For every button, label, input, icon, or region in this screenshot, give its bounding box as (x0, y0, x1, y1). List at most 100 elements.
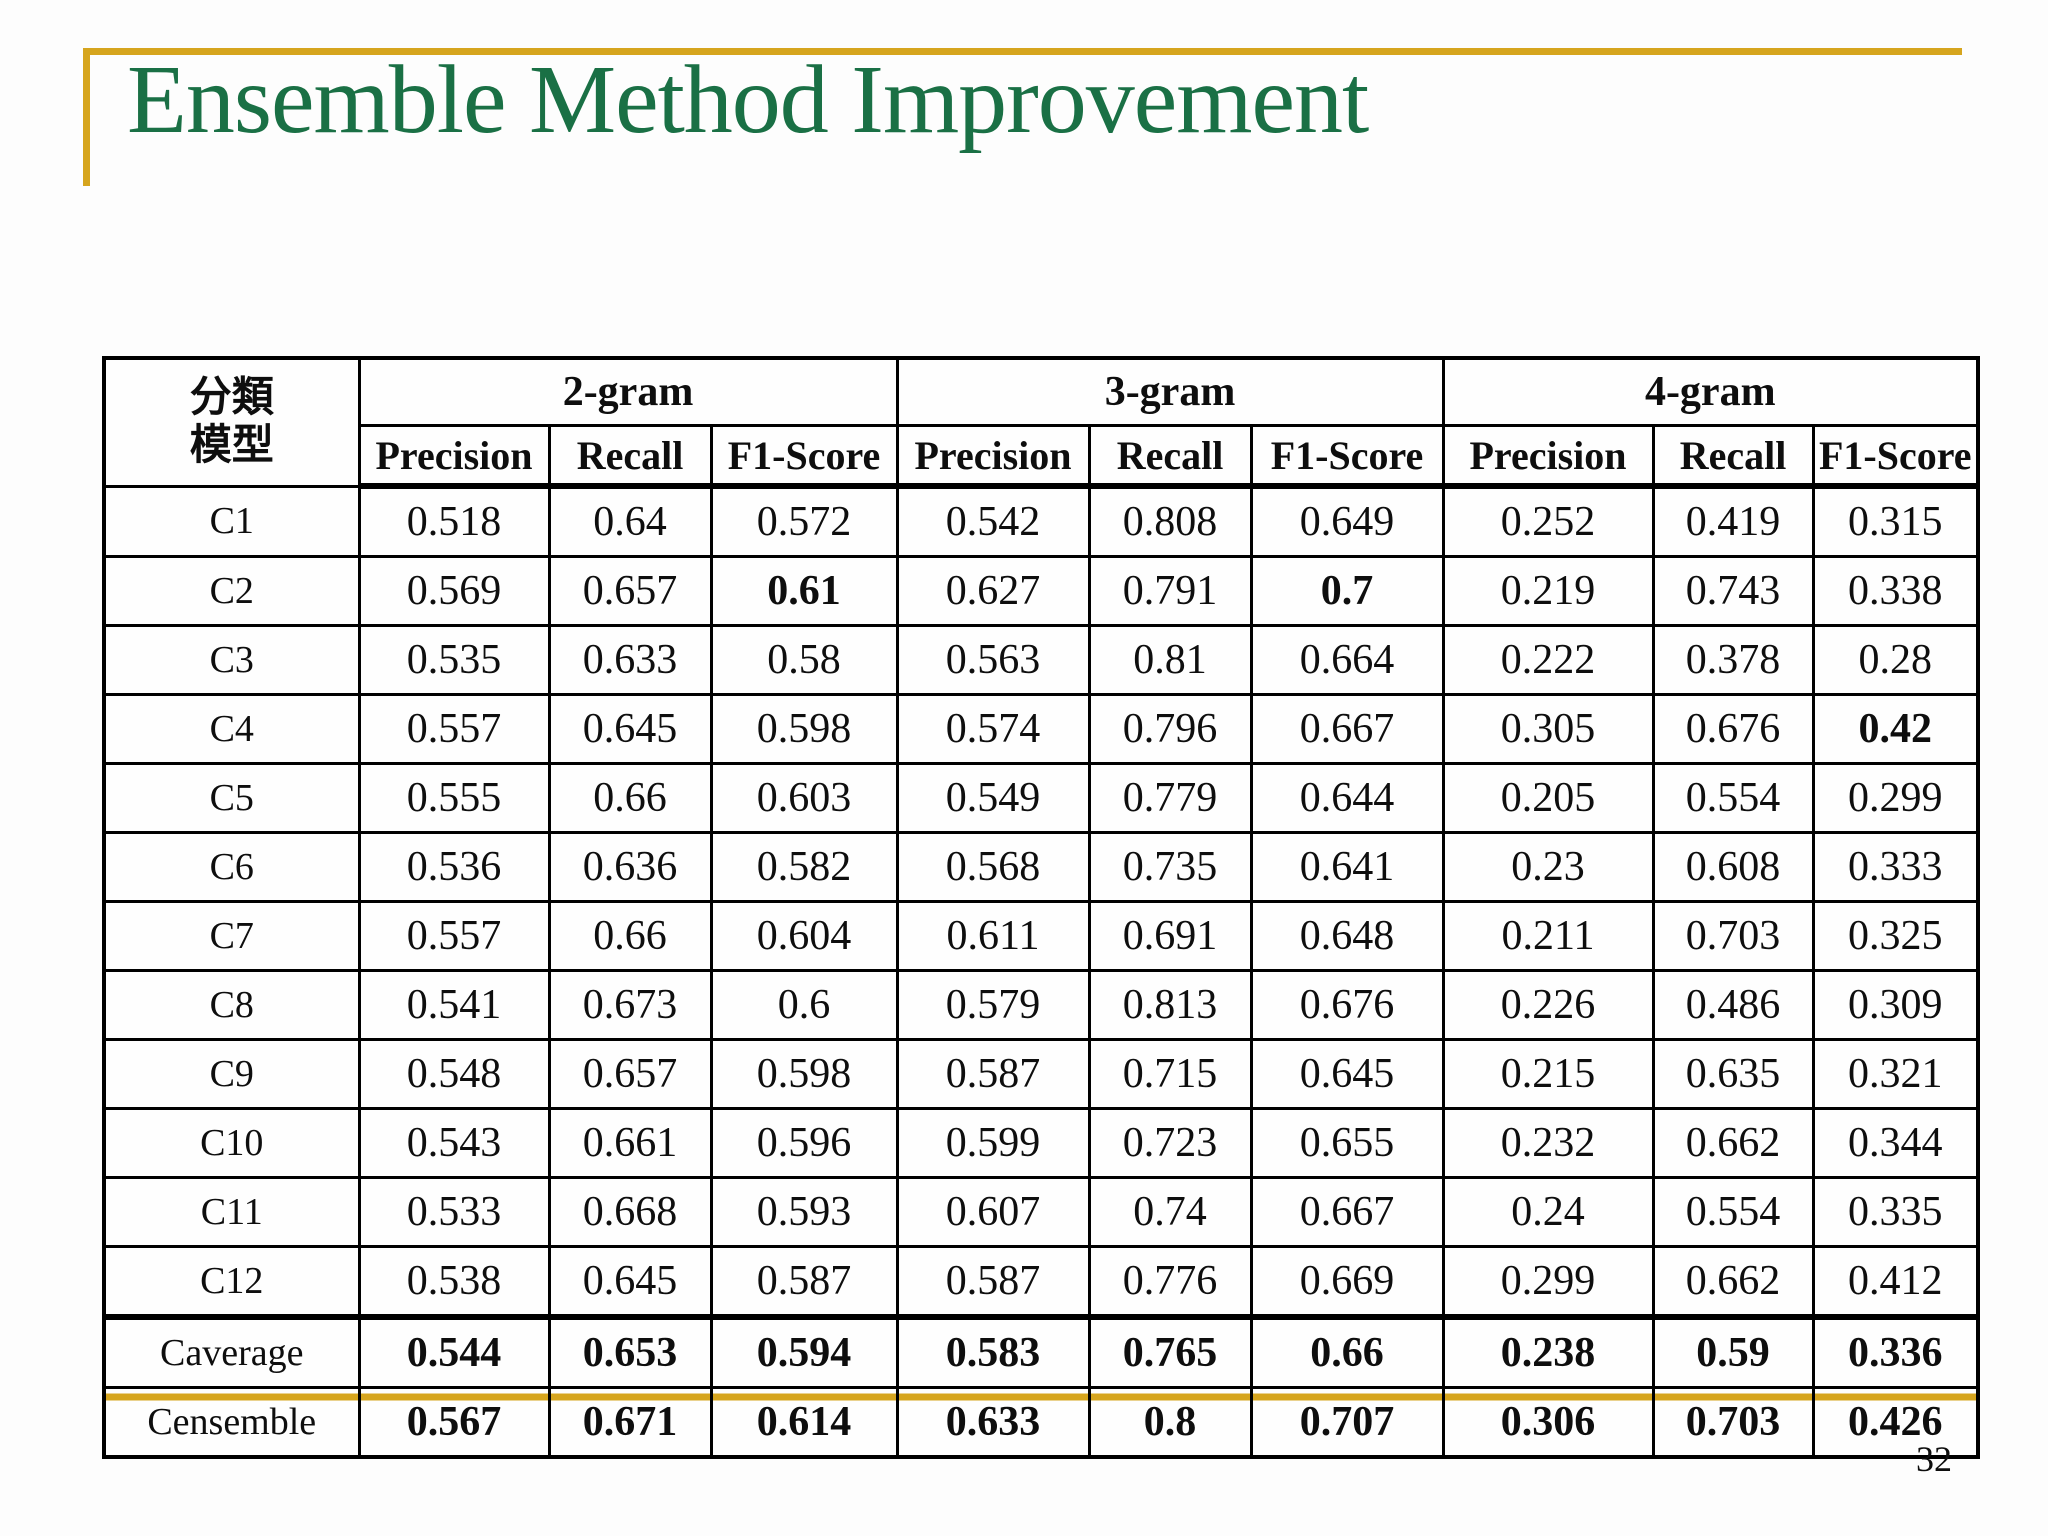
metric-cell: 0.791 (1087, 555, 1253, 627)
metric-cell: 0.378 (1651, 624, 1815, 696)
metric-cell: 0.636 (547, 831, 713, 903)
metric-cell: 0.657 (547, 1038, 713, 1110)
metric-header-row: Precision Recall F1-Score Precision Reca… (104, 424, 1980, 489)
table-row-C6: C6 0.536 0.636 0.582 0.568 0.735 0.641 0.23 0.60… (102, 831, 1980, 903)
metric-cell: 0.419 (1651, 484, 1815, 558)
metric-cell: 0.598 (709, 693, 899, 765)
row-label: C3 (102, 624, 361, 696)
metric-cell: 0.735 (1087, 831, 1253, 903)
metric-cell: 0.74 (1087, 1176, 1253, 1248)
metric-cell: 0.226 (1441, 969, 1655, 1041)
table-row-C10: C10 0.543 0.661 0.596 0.599 0.723 0.655 0.232 0.… (102, 1107, 1980, 1179)
metric-cell: 0.28 (1811, 624, 1980, 696)
metric-cell: 0.644 (1249, 762, 1445, 834)
metric-cell: 0.548 (357, 1038, 551, 1110)
metric-cell: 0.813 (1087, 969, 1253, 1041)
metric-cell: 0.723 (1087, 1107, 1253, 1179)
metric-cell: 0.252 (1441, 484, 1655, 558)
metric-cell: 0.344 (1811, 1107, 1980, 1179)
metric-cell: 0.543 (357, 1107, 551, 1179)
metric-cell: 0.299 (1441, 1245, 1655, 1319)
corner-header-line1: 分類 (189, 374, 274, 421)
metric-cell: 0.66 (547, 900, 713, 972)
metric-cell: 0.549 (895, 762, 1091, 834)
table-row-C5: C5 0.555 0.66 0.603 0.549 0.779 0.644 0.205 0.55… (102, 762, 1980, 834)
metric-cell: 0.645 (547, 693, 713, 765)
row-label: C6 (102, 831, 361, 903)
table-row-Caverage: Caverage 0.544 0.653 0.594 0.583 0.765 0.66 0.2… (102, 1314, 1980, 1389)
metric-cell: 0.412 (1811, 1245, 1980, 1319)
metric-cell: 0.593 (709, 1176, 899, 1248)
metric-cell: 0.671 (547, 1386, 713, 1459)
metric-cell: 0.535 (357, 624, 551, 696)
metric-cell: 0.587 (895, 1038, 1091, 1110)
page-title: Ensemble Method Improvement (127, 46, 1369, 154)
row-label: C11 (102, 1176, 361, 1248)
metric-cell: 0.662 (1651, 1107, 1815, 1179)
row-label: C10 (102, 1107, 361, 1179)
metric-cell: 0.691 (1087, 900, 1253, 972)
metric-cell: 0.667 (1249, 693, 1445, 765)
table-row-C7: C7 0.557 0.66 0.604 0.611 0.691 0.648 0.211 0.70… (102, 900, 1980, 972)
metric-cell: 0.611 (895, 900, 1091, 972)
metric-cell: 0.325 (1811, 900, 1980, 972)
metric-cell: 0.614 (709, 1386, 899, 1459)
metric-cell: 0.703 (1651, 1386, 1815, 1459)
metric-cell: 0.582 (709, 831, 899, 903)
metric-cell: 0.66 (547, 762, 713, 834)
metric-cell: 0.59 (1651, 1314, 1815, 1389)
metric-cell: 0.315 (1811, 484, 1980, 558)
metric-cell: 0.554 (1651, 762, 1815, 834)
metric-cell: 0.633 (895, 1386, 1091, 1459)
table-row-C4: C4 0.557 0.645 0.598 0.574 0.796 0.667 0.305 0.6… (102, 693, 1980, 765)
metric-header-precision: Precision (357, 424, 551, 489)
metric-cell: 0.211 (1441, 900, 1655, 972)
metric-cell: 0.635 (1651, 1038, 1815, 1110)
metric-cell: 0.603 (709, 762, 899, 834)
metric-cell: 0.555 (357, 762, 551, 834)
corner-header: 分類 模型 (102, 356, 361, 488)
metric-cell: 0.205 (1441, 762, 1655, 834)
metric-cell: 0.219 (1441, 555, 1655, 627)
group-header-3gram: 3-gram (895, 356, 1445, 427)
metric-cell: 0.557 (357, 693, 551, 765)
metric-cell: 0.657 (547, 555, 713, 627)
metric-cell: 0.541 (357, 969, 551, 1041)
row-label: C9 (102, 1038, 361, 1110)
metric-cell: 0.743 (1651, 555, 1815, 627)
metric-cell: 0.645 (1249, 1038, 1445, 1110)
row-label: C1 (102, 484, 361, 558)
metric-cell: 0.598 (709, 1038, 899, 1110)
row-label: C7 (102, 900, 361, 972)
metric-cell: 0.641 (1249, 831, 1445, 903)
metric-cell: 0.664 (1249, 624, 1445, 696)
metric-cell: 0.64 (547, 484, 713, 558)
metric-cell: 0.587 (709, 1245, 899, 1319)
metric-cell: 0.607 (895, 1176, 1091, 1248)
metric-cell: 0.305 (1441, 693, 1655, 765)
metric-cell: 0.776 (1087, 1245, 1253, 1319)
group-header-4gram: 4-gram (1441, 356, 1980, 427)
metric-cell: 0.306 (1441, 1386, 1655, 1459)
results-table: 分類 模型 2-gram 3-gram 4-gram Precision Rec… (102, 356, 1980, 1459)
metric-cell: 0.779 (1087, 762, 1253, 834)
metric-cell: 0.338 (1811, 555, 1980, 627)
metric-cell: 0.703 (1651, 900, 1815, 972)
metric-cell: 0.563 (895, 624, 1091, 696)
metric-cell: 0.667 (1249, 1176, 1445, 1248)
metric-cell: 0.662 (1651, 1245, 1815, 1319)
top-accent-line (83, 48, 1962, 55)
metric-cell: 0.333 (1811, 831, 1980, 903)
metric-cell: 0.7 (1249, 555, 1445, 627)
metric-cell: 0.335 (1811, 1176, 1980, 1248)
corner-header-line2: 模型 (189, 423, 274, 470)
metric-header-f1score: F1-Score (1249, 424, 1445, 489)
metric-cell: 0.765 (1087, 1314, 1253, 1389)
metric-cell: 0.232 (1441, 1107, 1655, 1179)
metric-cell: 0.569 (357, 555, 551, 627)
metric-cell: 0.24 (1441, 1176, 1655, 1248)
metric-cell: 0.426 (1811, 1386, 1980, 1459)
metric-cell: 0.604 (709, 900, 899, 972)
metric-cell: 0.81 (1087, 624, 1253, 696)
metric-cell: 0.321 (1811, 1038, 1980, 1110)
